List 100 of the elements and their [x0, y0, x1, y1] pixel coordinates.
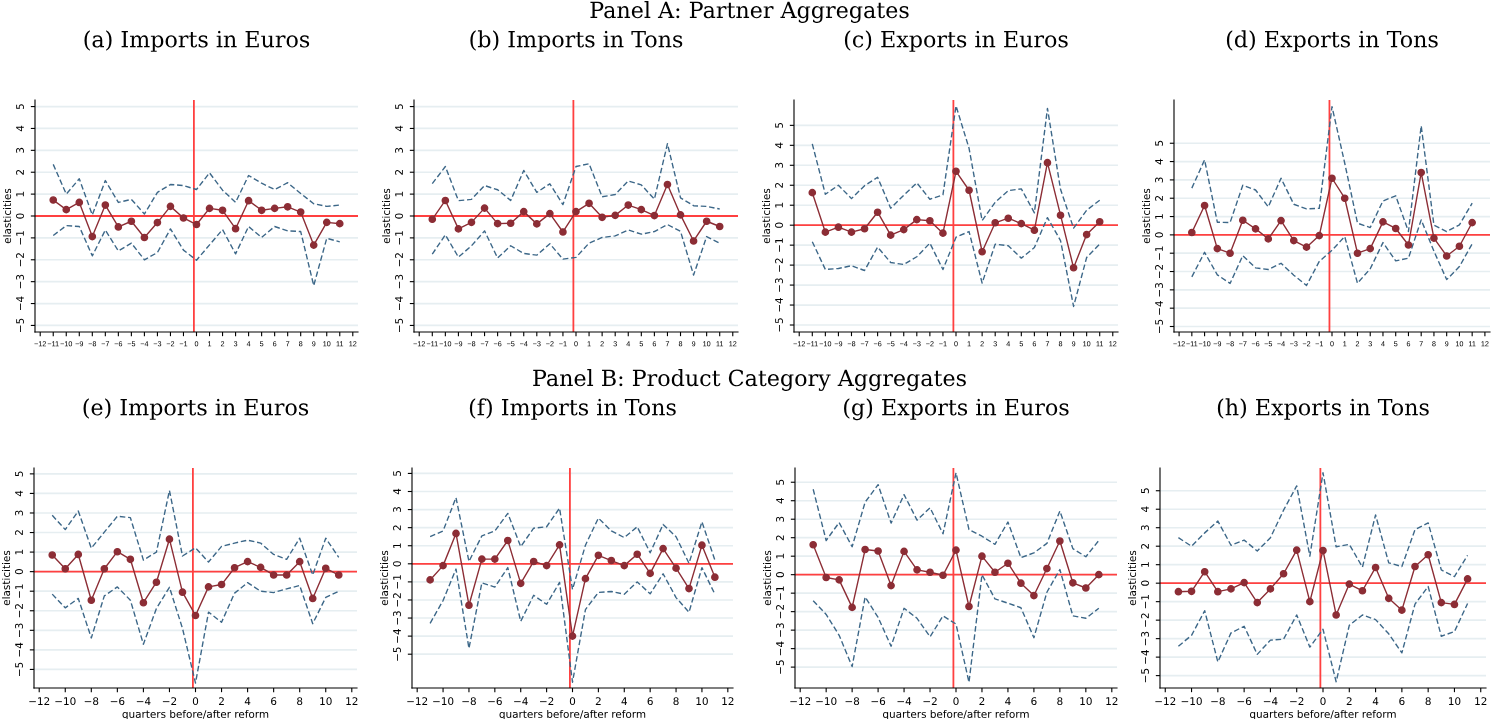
y-tick-label: 2	[776, 535, 784, 541]
y-tick-label: −1	[395, 231, 403, 245]
point	[1424, 550, 1432, 559]
y-tick-label: −4	[1155, 301, 1163, 315]
y-tick-label: 4	[776, 497, 784, 504]
y-tick-label: 0	[1141, 580, 1149, 586]
point	[1277, 216, 1285, 225]
y-axis-title: elasticities	[762, 188, 771, 244]
y-tick-label: 2	[1141, 543, 1149, 549]
y-axis-title: elasticities	[1142, 188, 1151, 244]
y-tick-label: 5	[1141, 488, 1149, 494]
point	[1056, 537, 1064, 545]
y-tick-label: 0	[776, 572, 784, 578]
y-tick-label: −5	[776, 660, 784, 674]
point	[1340, 194, 1349, 203]
y-tick-label: 2	[393, 525, 401, 531]
y-tick-label: −2	[393, 593, 401, 607]
y-axis-title: elasticities	[763, 550, 772, 606]
point	[465, 601, 473, 610]
point	[965, 186, 973, 195]
y-tick-label: −3	[395, 274, 403, 289]
point	[126, 555, 135, 564]
point	[659, 544, 667, 553]
point	[624, 201, 633, 209]
point	[205, 204, 214, 213]
point	[503, 536, 512, 545]
y-tick-label: 5	[395, 104, 403, 110]
point	[257, 206, 266, 215]
point	[1200, 201, 1209, 210]
x-tick-label: −10	[55, 697, 76, 706]
point	[1240, 578, 1248, 587]
line-series	[52, 224, 341, 287]
point	[1095, 570, 1103, 579]
x-tick-label: −10	[433, 697, 454, 706]
point	[1030, 226, 1039, 234]
point	[1332, 611, 1340, 619]
line-series	[51, 581, 340, 684]
point	[1404, 241, 1413, 249]
point	[1017, 219, 1026, 228]
x-tick-label: −12	[407, 697, 428, 705]
point	[1082, 230, 1091, 239]
point	[1366, 244, 1375, 253]
point	[663, 180, 672, 189]
y-axis-title: elasticities	[380, 550, 389, 606]
y-tick-label: −5	[775, 318, 783, 332]
point	[572, 207, 580, 216]
y-tick-label: −3	[15, 623, 23, 637]
point	[153, 218, 162, 227]
y-tick-label: −2	[775, 258, 783, 272]
point	[1238, 216, 1247, 225]
point	[926, 568, 934, 577]
x-tick-label: −2	[540, 697, 554, 705]
y-tick-label: 1	[1141, 562, 1149, 567]
point	[913, 566, 921, 574]
point	[1417, 168, 1426, 177]
y-tick-label: 3	[16, 147, 24, 153]
chart-title: (d) Exports in Tons	[1226, 30, 1438, 52]
point	[821, 228, 830, 236]
point	[650, 211, 659, 220]
y-tick-label: 1	[15, 549, 23, 555]
y-tick-label: 2	[16, 169, 24, 175]
point	[441, 196, 450, 205]
point	[454, 225, 463, 233]
point	[594, 551, 603, 560]
point	[978, 247, 986, 256]
point	[607, 556, 616, 565]
point	[1411, 562, 1419, 571]
x-tick-label: 8	[1425, 697, 1431, 706]
chart-title: (h) Exports in Tons	[1217, 398, 1429, 420]
y-tick-label: 5	[15, 471, 23, 477]
y-tick-label: −2	[395, 253, 403, 267]
y-tick-label: 2	[395, 169, 403, 175]
point	[926, 216, 934, 225]
point	[217, 580, 226, 589]
point	[646, 569, 654, 578]
point	[847, 228, 856, 236]
y-tick-label: −5	[395, 318, 403, 333]
y-tick-label: −4	[393, 629, 401, 643]
x-tick-label: 12	[346, 697, 358, 705]
point	[1043, 158, 1052, 167]
point	[1226, 249, 1234, 258]
x-tick-label: 12	[1475, 697, 1487, 705]
x-tick-label: −6	[1237, 697, 1252, 706]
y-tick-label: 1	[776, 553, 784, 559]
point	[568, 632, 577, 640]
x-tick-label: −4	[514, 697, 528, 705]
point	[1213, 244, 1222, 253]
y-tick-label: −4	[775, 297, 783, 312]
point	[230, 563, 239, 572]
chart-title: (a) Imports in Euros	[84, 30, 310, 52]
x-tick-label: −4	[136, 697, 151, 705]
text: Panel B: Product Category Aggregates	[533, 369, 966, 391]
point	[598, 213, 606, 222]
y-tick-label: −1	[1141, 594, 1149, 609]
y-tick-label: 3	[776, 516, 784, 522]
point	[808, 188, 817, 197]
point	[1227, 585, 1235, 593]
y-tick-label: −5	[393, 647, 401, 661]
y-tick-label: −2	[1155, 264, 1163, 279]
point	[542, 561, 551, 570]
